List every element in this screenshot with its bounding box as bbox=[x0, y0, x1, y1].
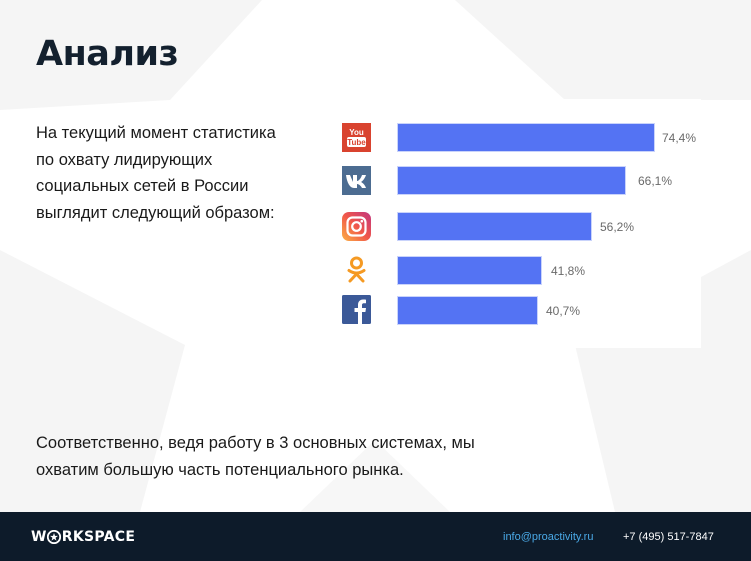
star-circle-icon bbox=[47, 530, 62, 544]
phone-number[interactable]: +7 (495) 517-7847 bbox=[623, 531, 714, 543]
bar-value-instagram: 56,2% bbox=[600, 220, 635, 234]
intro-line: по охвату лидирующих bbox=[36, 150, 213, 169]
bar-value-facebook: 40,7% bbox=[546, 304, 581, 318]
intro-paragraph: На текущий момент статистика по охвату л… bbox=[36, 120, 306, 226]
svg-text:Tube: Tube bbox=[347, 138, 366, 147]
instagram-icon bbox=[342, 212, 371, 241]
intro-line: выглядит следующий образом: bbox=[36, 203, 275, 222]
bar-instagram bbox=[398, 213, 591, 240]
bar-odnoklassniki bbox=[398, 257, 541, 284]
facebook-icon bbox=[342, 295, 371, 324]
youtube-icon: You Tube bbox=[342, 123, 371, 152]
conclusion-paragraph: Соответственно, ведя работу в 3 основных… bbox=[36, 430, 536, 484]
bar-vk bbox=[398, 167, 625, 194]
logo-text-right: RKSPACE bbox=[61, 529, 136, 545]
intro-line: социальных сетей в России bbox=[36, 177, 249, 195]
svg-text:You: You bbox=[349, 128, 364, 137]
bar-value-vk: 66,1% bbox=[638, 174, 673, 188]
intro-line: На текущий момент статистика bbox=[36, 124, 276, 142]
footer: W RKSPACE info@proactivity.ru +7 (495) 5… bbox=[0, 512, 751, 561]
conclusion-line: охватим большую часть потенциального рын… bbox=[36, 461, 404, 479]
vk-icon bbox=[342, 166, 371, 195]
email-link[interactable]: info@proactivity.ru bbox=[503, 531, 594, 543]
bar-value-odnoklassniki: 41,8% bbox=[551, 264, 586, 278]
odnoklassniki-icon bbox=[347, 256, 366, 283]
bar-youtube bbox=[398, 124, 654, 151]
workspace-logo[interactable]: W RKSPACE bbox=[31, 529, 135, 545]
conclusion-line: Соответственно, ведя работу в 3 основных… bbox=[36, 434, 475, 452]
bar-value-youtube: 74,4% bbox=[662, 131, 697, 145]
page-title: Анализ bbox=[36, 34, 179, 74]
bar-facebook bbox=[398, 297, 537, 324]
logo-text-left: W bbox=[31, 529, 47, 545]
